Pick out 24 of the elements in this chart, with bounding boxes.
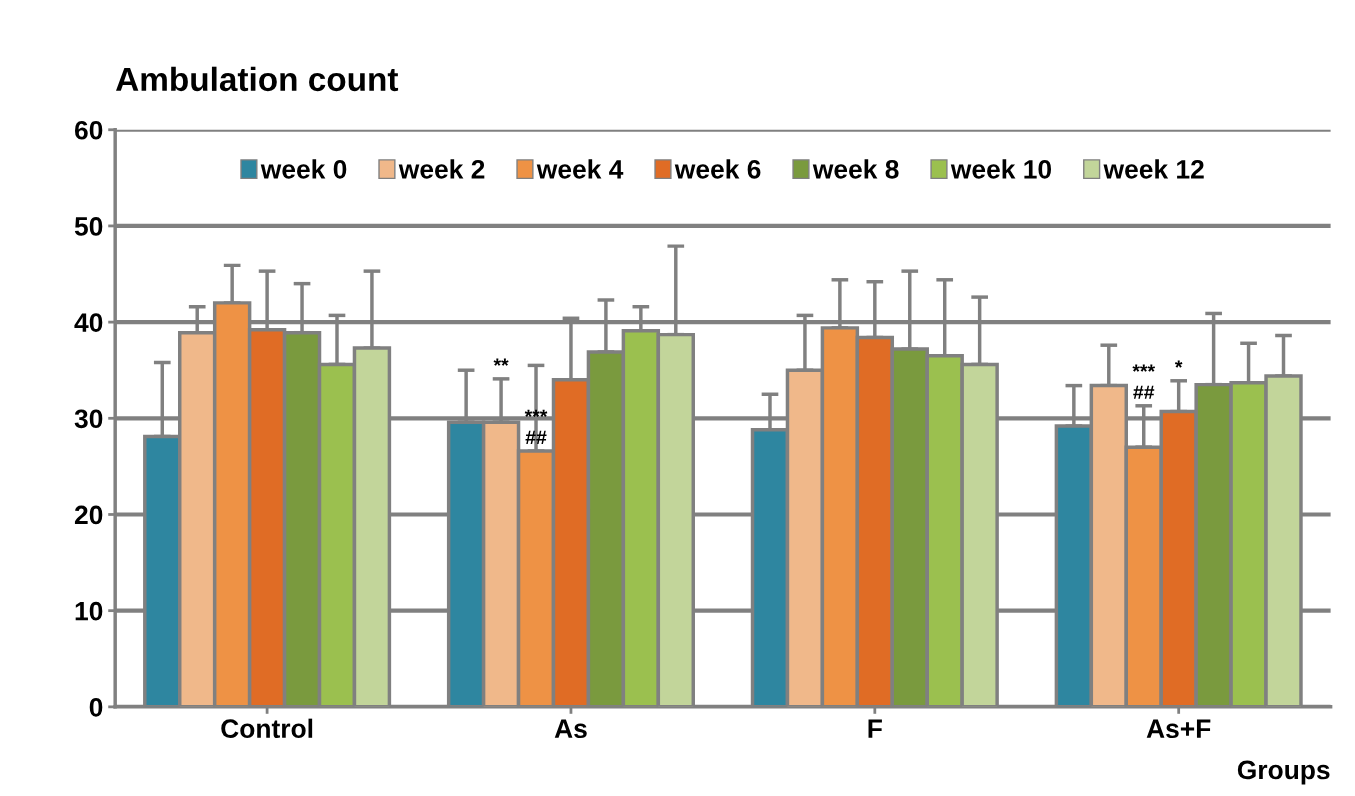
x-tick-label: F xyxy=(868,719,882,738)
legend-label: week 6 xyxy=(674,159,761,179)
legend-label: week 8 xyxy=(812,159,899,179)
data-label: * xyxy=(1174,360,1183,368)
x-tick-label: As xyxy=(554,719,587,739)
y-tick-label: 10 xyxy=(75,601,103,621)
data-label: ** xyxy=(493,358,509,366)
x-axis-title: Groups xyxy=(1237,760,1330,785)
data-label: *** ## xyxy=(1132,364,1156,399)
y-tick-label: 50 xyxy=(74,217,103,236)
legend-label: week 10 xyxy=(950,159,1052,179)
y-tick-label: 60 xyxy=(74,120,103,140)
y-tick-label: 20 xyxy=(74,505,103,525)
y-tick-label: 40 xyxy=(74,313,103,332)
legend-label: week 2 xyxy=(398,159,485,179)
y-tick-label: 0 xyxy=(89,697,103,717)
data-label: *** ## xyxy=(524,409,548,445)
legend-label: week 12 xyxy=(1103,159,1204,179)
legend-label: week 4 xyxy=(536,159,624,179)
chart-title: Ambulation count xyxy=(116,66,399,92)
x-tick-label: Control xyxy=(221,718,313,739)
x-tick-label: As+F xyxy=(1146,719,1211,739)
y-tick-label: 30 xyxy=(74,409,103,429)
legend-label: week 0 xyxy=(260,159,347,179)
